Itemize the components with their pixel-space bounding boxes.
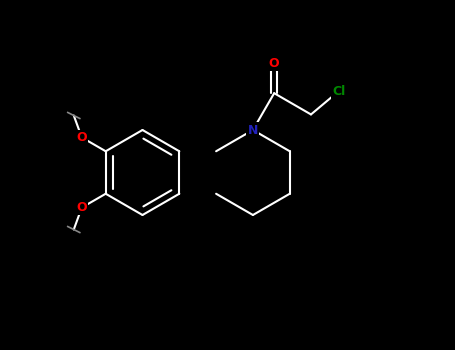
Text: O: O xyxy=(269,57,279,70)
Text: O: O xyxy=(76,131,87,144)
Text: Cl: Cl xyxy=(332,85,345,98)
Text: O: O xyxy=(76,201,87,214)
Text: N: N xyxy=(248,124,258,136)
